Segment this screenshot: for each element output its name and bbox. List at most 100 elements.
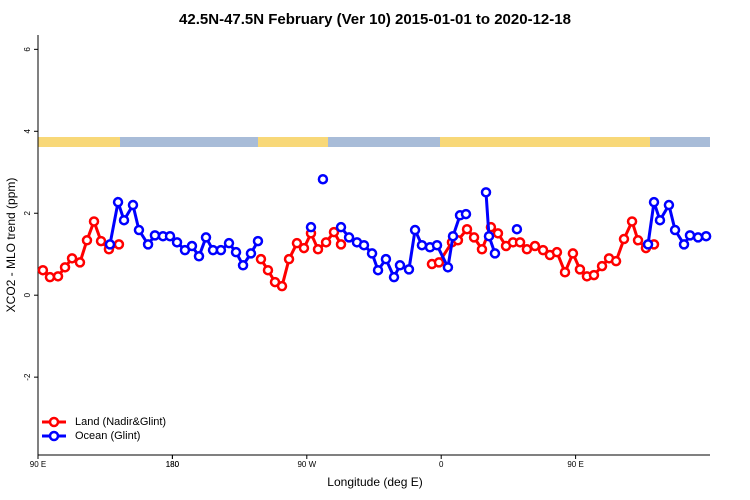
data-point <box>59 262 71 273</box>
data-point <box>52 271 64 282</box>
data-point <box>403 264 415 275</box>
data-point <box>626 216 638 227</box>
data-point <box>343 232 355 243</box>
data-point <box>262 264 274 276</box>
data-point <box>663 199 675 211</box>
data-point <box>171 237 183 248</box>
data-point <box>476 244 488 255</box>
data-point <box>654 214 666 226</box>
data-point <box>88 216 100 227</box>
x-tick-label: 0 <box>439 460 444 469</box>
data-point <box>588 269 600 281</box>
data-point <box>480 187 492 198</box>
ocean-band <box>328 137 440 147</box>
data-point <box>468 232 480 243</box>
data-point <box>692 232 704 243</box>
data-point <box>255 253 267 265</box>
data-point <box>149 230 161 241</box>
data-point <box>394 260 406 271</box>
data-point <box>66 253 78 264</box>
data-point <box>521 244 533 255</box>
data-point <box>700 230 712 242</box>
data-point <box>537 244 549 256</box>
data-point <box>276 280 288 292</box>
data-point <box>95 235 107 247</box>
y-tick-label: 0 <box>23 292 32 297</box>
x-axis-label: Longitude (deg E) <box>327 475 422 489</box>
y-tick-label: 6 <box>23 47 32 52</box>
data-point <box>648 196 660 208</box>
y-tick-label: 2 <box>23 210 32 215</box>
legend-marker <box>48 416 60 428</box>
data-point <box>305 221 317 233</box>
legend-marker <box>48 430 60 442</box>
data-point <box>380 253 392 265</box>
land-band <box>38 137 120 147</box>
data-point <box>245 248 257 259</box>
data-point <box>317 173 329 185</box>
data-point <box>104 239 116 250</box>
data-point <box>113 239 125 250</box>
land-band <box>522 137 650 147</box>
data-point <box>118 214 130 226</box>
ocean-band <box>120 137 258 147</box>
data-point <box>447 230 459 242</box>
legend-label: Land (Nadir&Glint) <box>75 416 166 428</box>
data-point <box>112 196 124 208</box>
land-ocean-band <box>38 137 710 147</box>
legend-label: Ocean (Glint) <box>75 430 140 442</box>
x-tick-label: 90 E <box>567 460 583 469</box>
data-point <box>642 239 654 250</box>
data-point <box>567 248 579 259</box>
data-point <box>669 224 681 236</box>
data-point <box>366 248 378 259</box>
data-point <box>372 264 384 276</box>
data-point <box>252 235 264 247</box>
data-point <box>514 237 526 248</box>
data-point <box>409 224 421 236</box>
data-point <box>684 230 696 241</box>
data-point <box>431 239 443 251</box>
data-point <box>678 239 690 250</box>
data-point <box>312 244 324 255</box>
y-tick-label: 4 <box>23 129 32 134</box>
data-point <box>164 230 176 242</box>
data-point <box>193 251 205 262</box>
x-tick-label: 90 W <box>297 460 316 469</box>
data-point <box>230 246 242 258</box>
data-point <box>461 223 473 235</box>
x-tick-label: 180 <box>166 460 180 469</box>
data-point <box>460 208 472 220</box>
data-point <box>529 240 541 252</box>
data-point <box>596 260 608 272</box>
data-point <box>298 242 310 254</box>
data-point <box>223 237 235 249</box>
data-point <box>328 226 340 238</box>
data-point <box>186 240 198 252</box>
y-axis-label: XCO2 - MLO trend (ppm) <box>4 178 18 313</box>
x-tick-label: 90 E <box>30 460 46 469</box>
data-point <box>618 233 630 245</box>
data-point <box>81 235 93 246</box>
data-point <box>416 239 428 251</box>
data-point <box>215 244 227 256</box>
data-point <box>358 239 370 251</box>
data-point <box>489 248 501 259</box>
data-point <box>632 235 644 246</box>
x-tick-label: 180 <box>166 460 180 469</box>
data-point <box>200 232 212 243</box>
data-point <box>291 237 303 249</box>
data-point <box>442 262 454 273</box>
ocean-band <box>650 137 710 147</box>
data-point <box>127 199 139 211</box>
data-point <box>511 223 523 235</box>
data-point <box>483 230 495 242</box>
land-band <box>440 137 522 147</box>
data-point <box>74 257 86 268</box>
data-point <box>335 239 347 250</box>
data-point <box>44 271 56 283</box>
data-point <box>335 221 347 233</box>
y-tick-label: -2 <box>23 373 32 381</box>
data-point <box>433 257 445 268</box>
